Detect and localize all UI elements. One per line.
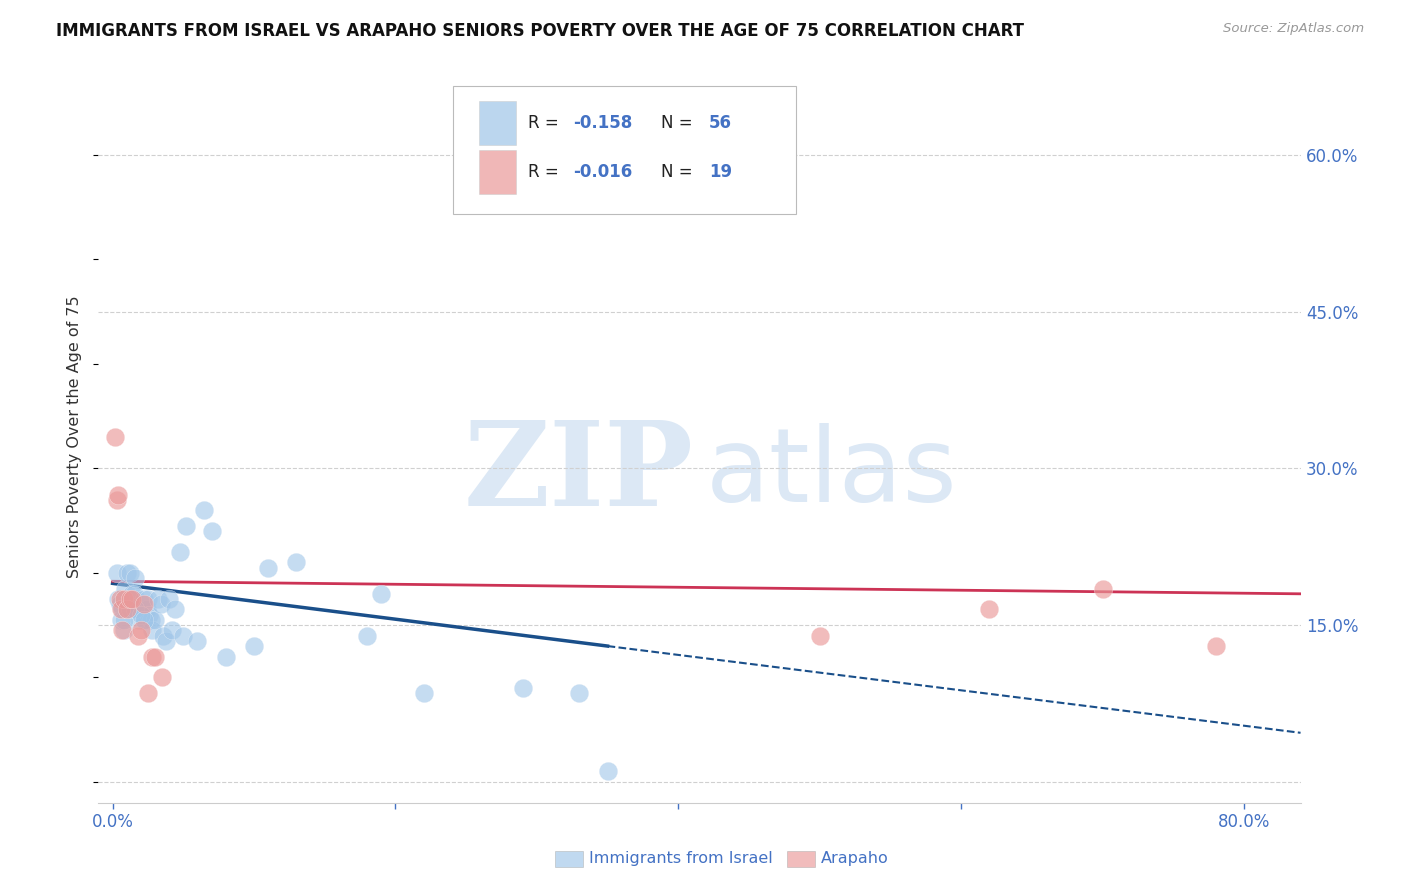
Point xyxy=(568,686,591,700)
Point xyxy=(111,624,134,638)
Point xyxy=(512,681,534,695)
FancyBboxPatch shape xyxy=(453,86,796,214)
Point xyxy=(118,592,141,607)
Point xyxy=(112,613,135,627)
Point xyxy=(134,613,156,627)
Text: Immigrants from Israel: Immigrants from Israel xyxy=(589,852,773,866)
Point xyxy=(129,607,152,622)
Point xyxy=(115,602,138,616)
Text: Arapaho: Arapaho xyxy=(821,852,889,866)
Point xyxy=(132,613,155,627)
Point xyxy=(115,602,138,616)
Point xyxy=(132,597,155,611)
Point xyxy=(104,430,127,444)
Text: -0.016: -0.016 xyxy=(574,162,633,180)
Point xyxy=(135,602,157,616)
FancyBboxPatch shape xyxy=(479,150,516,194)
Point xyxy=(107,487,129,501)
Point xyxy=(243,639,266,653)
Point xyxy=(200,524,222,538)
Point xyxy=(186,633,208,648)
Point xyxy=(215,649,238,664)
Point xyxy=(118,566,141,580)
Point xyxy=(143,649,166,664)
Text: N =: N = xyxy=(661,162,697,180)
Text: ZIP: ZIP xyxy=(464,417,693,531)
Point xyxy=(152,629,174,643)
Point xyxy=(174,519,197,533)
Point xyxy=(127,602,149,616)
Point xyxy=(111,602,134,616)
Point xyxy=(163,602,186,616)
Point xyxy=(107,592,129,607)
Point xyxy=(808,629,831,643)
Point xyxy=(136,686,159,700)
Point xyxy=(979,602,1001,616)
Point xyxy=(141,624,163,638)
Point xyxy=(285,556,308,570)
Text: R =: R = xyxy=(527,162,564,180)
Point xyxy=(120,592,142,607)
Point xyxy=(127,629,149,643)
Point xyxy=(169,545,191,559)
Point xyxy=(155,633,177,648)
Point xyxy=(136,592,159,607)
Text: 19: 19 xyxy=(709,162,733,180)
Point xyxy=(1205,639,1227,653)
Point xyxy=(370,587,392,601)
Point xyxy=(412,686,434,700)
Point xyxy=(129,624,152,638)
Point xyxy=(124,571,146,585)
Point xyxy=(157,592,180,607)
Point xyxy=(138,607,160,622)
Point xyxy=(115,566,138,580)
Point xyxy=(105,492,128,507)
Point xyxy=(149,597,172,611)
Point xyxy=(108,592,131,607)
Point xyxy=(124,602,146,616)
Y-axis label: Seniors Poverty Over the Age of 75: Seniors Poverty Over the Age of 75 xyxy=(67,296,83,578)
Point xyxy=(143,613,166,627)
Point xyxy=(141,649,163,664)
Point xyxy=(131,607,153,622)
Point xyxy=(129,597,152,611)
Point xyxy=(108,597,131,611)
Point xyxy=(122,587,145,601)
Text: -0.158: -0.158 xyxy=(574,113,633,131)
Point xyxy=(132,592,155,607)
Text: N =: N = xyxy=(661,113,697,131)
Point xyxy=(121,587,143,601)
Point xyxy=(257,560,280,574)
Point xyxy=(172,629,194,643)
Point xyxy=(125,602,148,616)
Text: IMMIGRANTS FROM ISRAEL VS ARAPAHO SENIORS POVERTY OVER THE AGE OF 75 CORRELATION: IMMIGRANTS FROM ISRAEL VS ARAPAHO SENIOR… xyxy=(56,22,1024,40)
Point xyxy=(139,613,162,627)
Point xyxy=(110,602,132,616)
Point xyxy=(121,592,143,607)
Point xyxy=(114,582,136,596)
Point xyxy=(118,602,141,616)
Text: 56: 56 xyxy=(709,113,733,131)
Point xyxy=(117,597,139,611)
Point xyxy=(112,624,135,638)
Point xyxy=(105,566,128,580)
Text: R =: R = xyxy=(527,113,564,131)
FancyBboxPatch shape xyxy=(479,101,516,145)
Point xyxy=(110,613,132,627)
Text: atlas: atlas xyxy=(706,423,957,524)
Point xyxy=(160,624,183,638)
Point xyxy=(150,670,173,684)
Point xyxy=(146,592,169,607)
Point xyxy=(1091,582,1114,596)
Point xyxy=(112,592,135,607)
Point xyxy=(193,503,215,517)
Point xyxy=(596,764,619,779)
Point xyxy=(356,629,378,643)
Text: Source: ZipAtlas.com: Source: ZipAtlas.com xyxy=(1223,22,1364,36)
Point xyxy=(128,613,150,627)
